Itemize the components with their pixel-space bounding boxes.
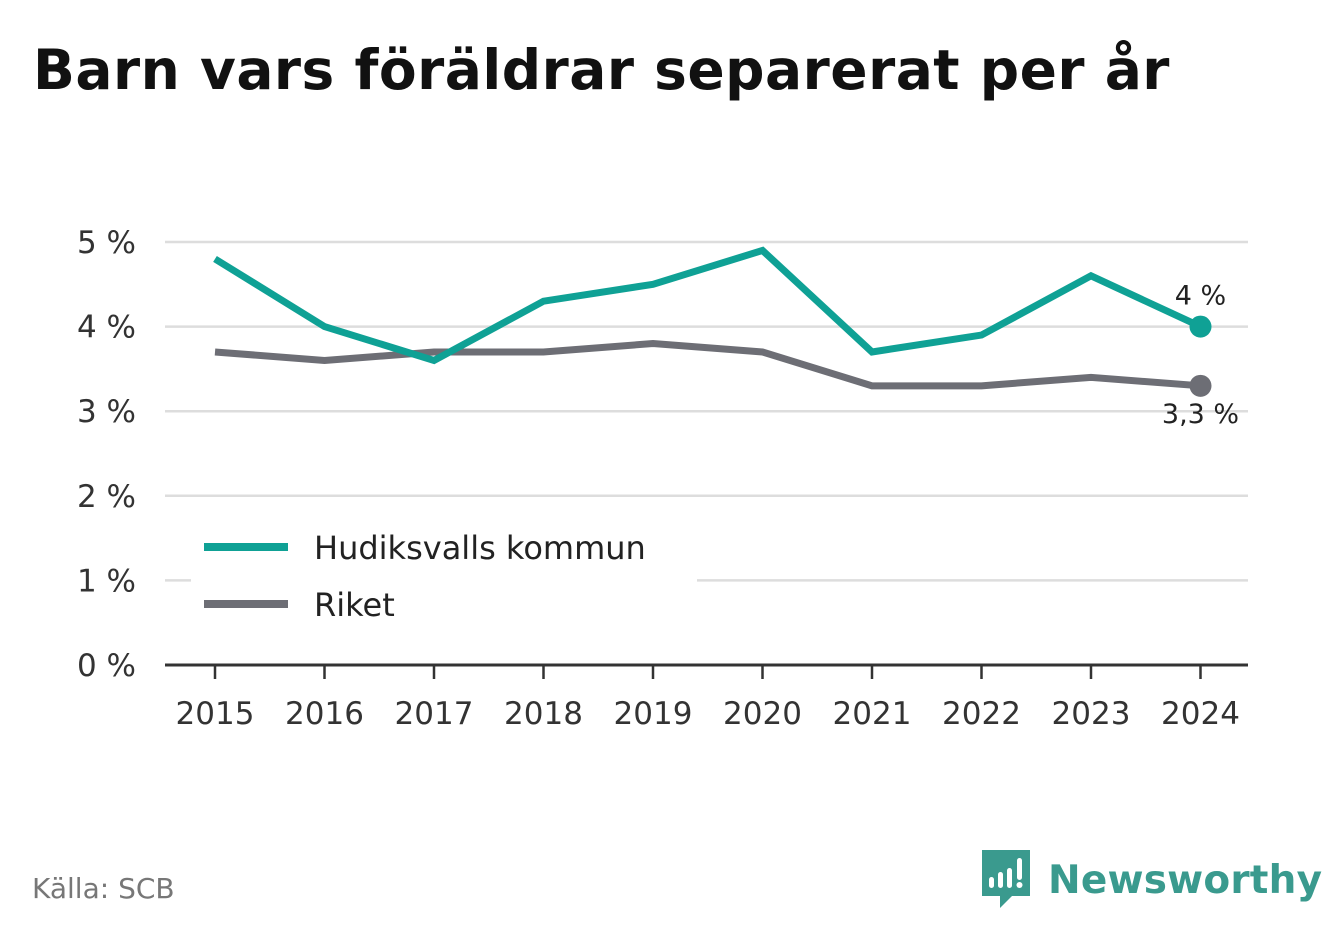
y-tick-label: 0 % [77, 648, 136, 684]
series-line [214, 340, 1201, 390]
legend-label: Hudiksvalls kommun [314, 529, 646, 567]
series-end-point [1189, 374, 1212, 397]
y-axis-ticks: 0 % 1 % 2 % 3 % 4 % 5 % [77, 225, 136, 684]
series-end-label: 3,3 % [1162, 399, 1239, 430]
x-tick-label: 2024 [1161, 696, 1240, 732]
x-tick-label: 2016 [285, 696, 364, 732]
legend-label: Riket [314, 586, 395, 624]
newsworthy-logo-icon [982, 850, 1030, 908]
y-tick-label: 2 % [77, 479, 136, 515]
x-tick-label: 2023 [1052, 696, 1131, 732]
x-tick-label: 2015 [176, 696, 255, 732]
x-tick-label: 2019 [614, 696, 693, 732]
legend: Hudiksvalls kommun Riket [191, 520, 697, 624]
x-tick-label: 2021 [833, 696, 912, 732]
x-tick-label: 2017 [395, 696, 474, 732]
source-note: Källa: SCB [32, 872, 175, 905]
series-lines [213, 246, 1212, 397]
y-tick-label: 4 % [77, 310, 136, 346]
y-tick-label: 5 % [77, 225, 136, 261]
series-line [213, 246, 1202, 365]
y-tick-label: 3 % [77, 394, 136, 430]
chart-title: Barn vars föräldrar separerat per år [33, 38, 1170, 102]
x-tick-label: 2022 [942, 696, 1021, 732]
x-axis: 2015 2016 2017 2018 2019 2020 2021 2022 2023 2024 [165, 663, 1248, 732]
series-end-point [1189, 315, 1212, 338]
series-end-label: 4 % [1175, 281, 1226, 312]
y-tick-label: 1 % [77, 563, 136, 599]
x-tick-label: 2020 [723, 696, 802, 732]
brand-logo[interactable]: Newsworthy [982, 850, 1322, 910]
x-tick-label: 2018 [504, 696, 583, 732]
brand-name: Newsworthy [1048, 857, 1322, 903]
end-labels: 4 % 3,3 % [1162, 281, 1239, 430]
